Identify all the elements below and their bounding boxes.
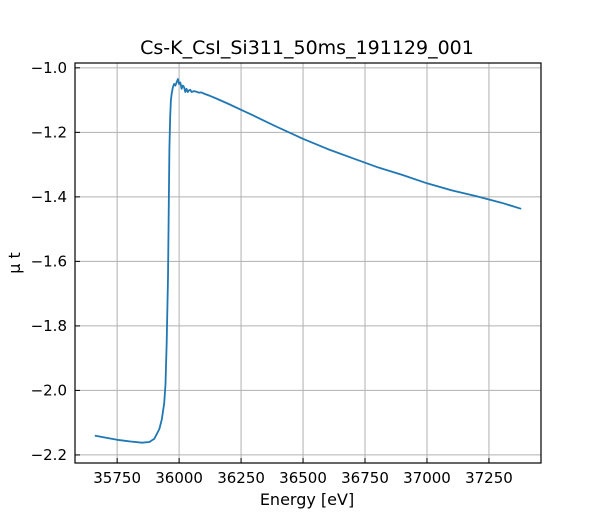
x-axis-title: Energy [eV] (260, 490, 354, 509)
series-layer (94, 78, 522, 444)
x-tick-label: 36750 (341, 469, 389, 487)
grid (75, 63, 541, 463)
x-axis: 35750 36000 36250 36500 36750 37000 37250 (93, 458, 513, 487)
x-tick-label: 36250 (217, 469, 265, 487)
y-tick-label: −1.4 (31, 188, 67, 206)
y-tick-label: −1.0 (31, 59, 67, 77)
x-tick-label: 37250 (465, 469, 513, 487)
y-tick-label: −1.6 (31, 252, 67, 270)
series-line (94, 78, 522, 444)
y-axis-title: μ t (5, 252, 24, 274)
y-tick-label: −1.2 (31, 123, 67, 141)
y-axis: −1.0 −1.2 −1.4 −1.6 −1.8 −2.0 −2.2 (31, 59, 80, 464)
chart-title: Cs-K_CsI_Si311_50ms_191129_001 (140, 37, 474, 59)
y-tick-label: −1.8 (31, 317, 67, 335)
x-tick-label: 36000 (155, 469, 203, 487)
y-tick-label: −2.2 (31, 446, 67, 464)
y-tick-label: −2.0 (31, 381, 67, 399)
x-tick-label: 36500 (279, 469, 327, 487)
x-tick-label: 37000 (403, 469, 451, 487)
plot-frame (74, 62, 542, 464)
x-tick-label: 35750 (93, 469, 141, 487)
